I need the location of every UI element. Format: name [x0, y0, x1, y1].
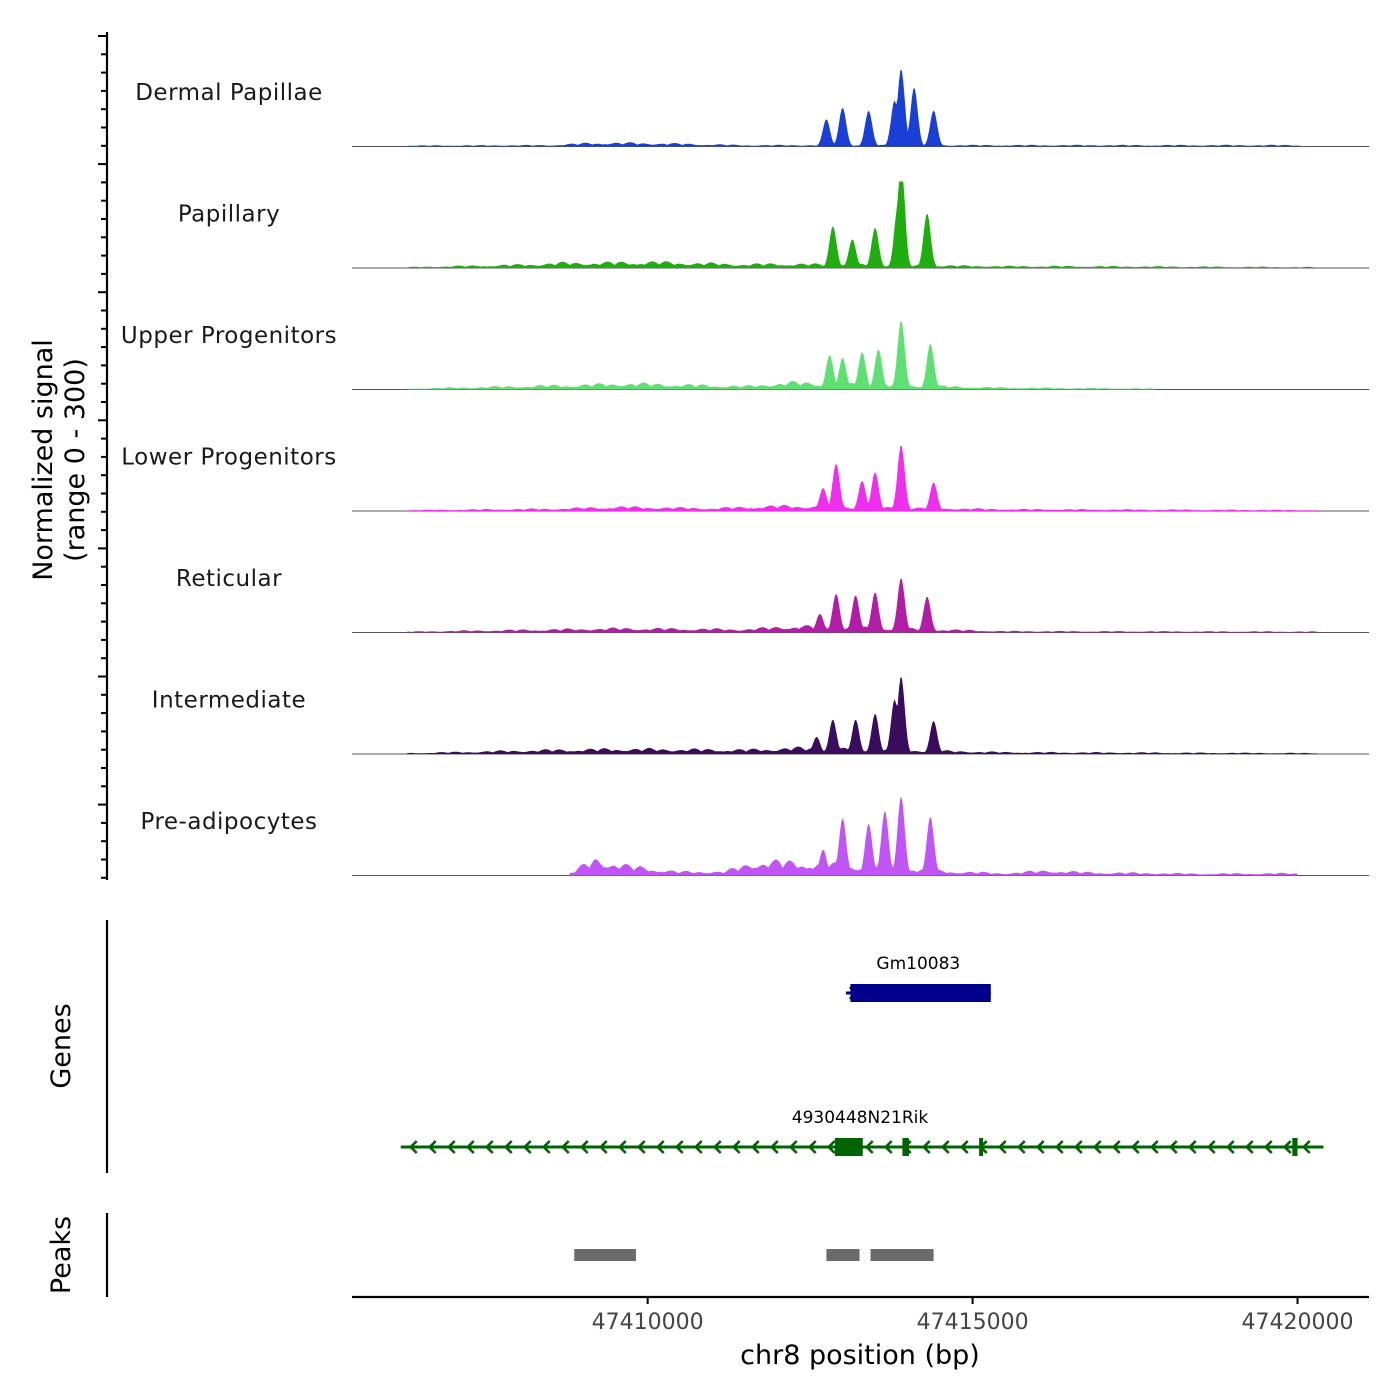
- x-tick-label: 47420000: [1242, 1310, 1354, 1335]
- x-axis-ticks: 47410000 47415000 47420000: [592, 1297, 1354, 1335]
- strand-arrow: [959, 1140, 969, 1154]
- y-axis-title-line2: (range 0 - 300): [60, 358, 91, 562]
- strand-arrow: [503, 1140, 513, 1154]
- strand-arrow: [674, 1140, 684, 1154]
- strand-arrow: [484, 1140, 494, 1154]
- strand-arrow: [921, 1140, 931, 1154]
- coverage-area-pre-adipocytes: [569, 796, 1298, 876]
- track-label: Papillary: [178, 202, 280, 228]
- strand-arrow: [1282, 1140, 1292, 1154]
- y-axis-title: Normalized signal (range 0 - 300): [28, 339, 91, 581]
- strand-arrow: [997, 1140, 1007, 1154]
- strand-arrow: [1130, 1140, 1140, 1154]
- strand-arrow: [1111, 1140, 1121, 1154]
- coverage-area-intermediate: [407, 677, 1317, 754]
- track-label: Upper Progenitors: [121, 323, 337, 349]
- strand-arrow: [541, 1140, 551, 1154]
- strand-arrow: [1187, 1140, 1197, 1154]
- strand-arrow: [1206, 1140, 1216, 1154]
- exon: [850, 984, 991, 1002]
- coverage-y-ticks: [98, 35, 107, 879]
- strand-arrow: [1092, 1140, 1102, 1154]
- peak-region: [826, 1249, 860, 1261]
- peak-region: [870, 1249, 934, 1261]
- strand-arrow: [1149, 1140, 1159, 1154]
- strand-arrow: [446, 1140, 456, 1154]
- strand-arrow: [883, 1140, 893, 1154]
- strand-arrow: [1016, 1140, 1026, 1154]
- exon: [1292, 1138, 1298, 1156]
- exon: [979, 1138, 984, 1156]
- coverage-area-upper-progenitors: [407, 321, 1155, 390]
- track-label: Pre-adipocytes: [140, 809, 317, 835]
- strand-arrow: [636, 1140, 646, 1154]
- strand-arrow: [940, 1140, 950, 1154]
- strand-arrow: [1225, 1140, 1235, 1154]
- strand-arrow: [1168, 1140, 1178, 1154]
- strand-arrow: [1035, 1140, 1045, 1154]
- coverage-area-dermal-papillae: [407, 69, 1301, 147]
- strand-arrow: [560, 1140, 570, 1154]
- strand-arrow: [750, 1140, 760, 1154]
- exon: [902, 1138, 909, 1156]
- gene-label: Gm10083: [876, 954, 960, 974]
- coverage-area-reticular: [407, 578, 1317, 633]
- strand-arrow: [465, 1140, 475, 1154]
- strand-arrow: [788, 1140, 798, 1154]
- strand-arrow: [522, 1140, 532, 1154]
- strand-arrow: [1054, 1140, 1064, 1154]
- strand-arrow: [579, 1140, 589, 1154]
- strand-arrow: [826, 1140, 836, 1154]
- y-axis-title-line1: Normalized signal: [28, 339, 59, 581]
- strand-arrow: [1301, 1140, 1311, 1154]
- track-label: Intermediate: [152, 688, 306, 714]
- strand-arrow: [864, 1140, 874, 1154]
- exon: [834, 1138, 863, 1156]
- x-tick-label: 47410000: [592, 1310, 704, 1335]
- coverage-area-papillary: [407, 181, 1317, 268]
- strand-arrow: [408, 1140, 418, 1154]
- coverage-tracks: Dermal Papillae Papillary Upper Progenitor…: [121, 69, 1369, 876]
- peaks-track: [574, 1249, 934, 1261]
- x-axis-title: chr8 position (bp): [740, 1340, 980, 1371]
- x-tick-label: 47415000: [917, 1310, 1029, 1335]
- strand-arrow: [1073, 1140, 1083, 1154]
- strand-arrow: [712, 1140, 722, 1154]
- strand-arrow: [731, 1140, 741, 1154]
- peaks-panel-label: Peaks: [46, 1216, 77, 1294]
- strand-arrow: [693, 1140, 703, 1154]
- coverage-area-lower-progenitors: [407, 445, 1317, 511]
- track-label: Dermal Papillae: [135, 80, 323, 106]
- genes-panel-label: Genes: [46, 1003, 77, 1088]
- track-label: Lower Progenitors: [121, 445, 336, 471]
- strand-arrow: [598, 1140, 608, 1154]
- gene-label: 4930448N21Rik: [792, 1108, 929, 1128]
- peak-region: [574, 1249, 636, 1261]
- track-label: Reticular: [176, 566, 282, 592]
- strand-arrow: [769, 1140, 779, 1154]
- strand-arrow: [1244, 1140, 1254, 1154]
- strand-arrow: [427, 1140, 437, 1154]
- genes-track: Gm10083 4930448N21Rik: [400, 954, 1324, 1156]
- strand-arrow: [655, 1140, 665, 1154]
- strand-arrow: [617, 1140, 627, 1154]
- strand-arrow: [1263, 1140, 1273, 1154]
- strand-arrow: [807, 1140, 817, 1154]
